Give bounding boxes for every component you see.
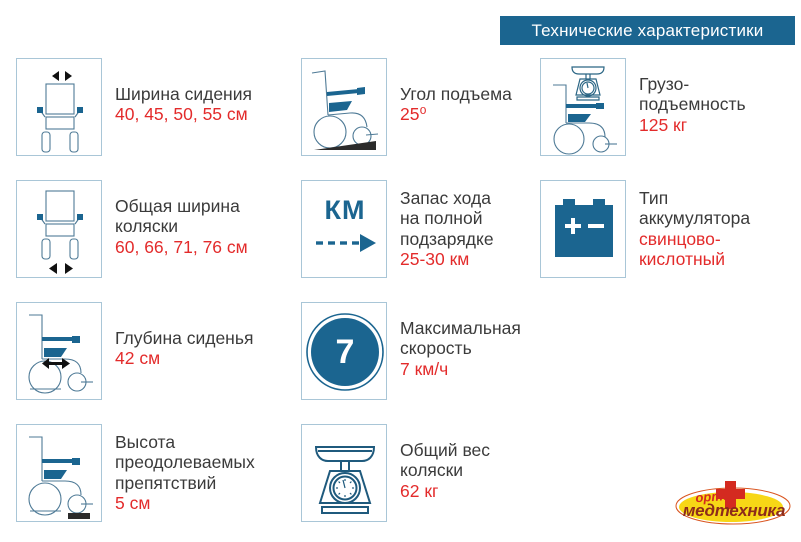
spec-item-range: КМ Запас хода на полной подзарядке 25-30… <box>301 180 494 278</box>
km-arrow-icon: КМ <box>301 180 387 278</box>
spec-value: 60, 66, 71, 76 см <box>115 236 248 257</box>
km-icon-label: КМ <box>324 195 366 225</box>
spec-item-overall-width: Общая ширина коляски 60, 66, 71, 76 см <box>16 180 248 278</box>
spec-label: Общая ширина коляски <box>115 196 240 237</box>
spec-label: Высота преодолеваемых препятствий <box>115 432 255 493</box>
wheelchair-with-scale-icon <box>540 58 626 156</box>
spec-item-battery-type: Тип аккумулятора свинцово- кислотный <box>540 180 750 278</box>
spec-text-seat-depth: Глубина сиденья 42 см <box>115 302 253 369</box>
company-logo[interactable]: орто медтехника <box>672 476 794 530</box>
spec-item-seat-width: Ширина сидения 40, 45, 50, 55 см <box>16 58 252 156</box>
spec-value: свинцово- кислотный <box>639 228 725 270</box>
spec-item-total-weight: Общий вес коляски 62 кг <box>301 424 490 522</box>
kitchen-scale-icon <box>301 424 387 522</box>
wheelchair-front-seat-width-icon <box>16 58 102 156</box>
spec-value: 7 км/ч <box>400 358 449 379</box>
spec-label: Общий вес коляски <box>400 440 491 481</box>
spec-label: Ширина сидения <box>115 84 252 104</box>
logo-text-medtehnika: медтехника <box>682 501 786 520</box>
spec-value: 25⁰ <box>400 104 427 125</box>
battery-icon <box>540 180 626 278</box>
spec-value: 25-30 км <box>400 249 470 270</box>
spec-text-overall-width: Общая ширина коляски 60, 66, 71, 76 см <box>115 180 248 257</box>
spec-item-seat-depth: Глубина сиденья 42 см <box>16 302 253 400</box>
spec-text-obstacle-height: Высота преодолеваемых препятствий 5 см <box>115 424 255 514</box>
spec-text-load-capacity: Грузо- подъемность 125 кг <box>639 58 746 135</box>
spec-label: Максимальная скорость <box>400 318 521 359</box>
spec-value: 42 см <box>115 348 161 369</box>
spec-value: 40, 45, 50, 55 см <box>115 104 248 125</box>
spec-item-obstacle-height: Высота преодолеваемых препятствий 5 см <box>16 424 255 522</box>
spec-item-max-speed: 7 Максимальная скорость 7 км/ч <box>301 302 521 400</box>
page-title: Технические характеристики <box>531 20 764 40</box>
wheelchair-obstacle-icon <box>16 424 102 522</box>
wheelchair-side-seat-depth-icon <box>16 302 102 400</box>
spec-text-seat-width: Ширина сидения 40, 45, 50, 55 см <box>115 58 252 125</box>
spec-text-climb-angle: Угол подъема 25⁰ <box>400 58 512 125</box>
spec-label: Запас хода на полной подзарядке <box>400 188 494 249</box>
speed-icon-number: 7 <box>335 332 355 371</box>
spec-label: Грузо- подъемность <box>639 74 746 115</box>
spec-item-load-capacity: Грузо- подъемность 125 кг <box>540 58 746 156</box>
spec-label: Тип аккумулятора <box>639 188 751 229</box>
wheelchair-ramp-icon <box>301 58 387 156</box>
spec-label: Глубина сиденья <box>115 328 254 348</box>
spec-text-range: Запас хода на полной подзарядке 25-30 км <box>400 180 494 270</box>
spec-label: Угол подъема <box>400 84 512 104</box>
wheelchair-front-overall-width-icon <box>16 180 102 278</box>
spec-item-climb-angle: Угол подъема 25⁰ <box>301 58 512 156</box>
speed-circle-icon: 7 <box>301 302 387 400</box>
page-title-bar: Технические характеристики <box>500 16 795 45</box>
spec-text-max-speed: Максимальная скорость 7 км/ч <box>400 302 521 379</box>
spec-text-battery-type: Тип аккумулятора свинцово- кислотный <box>639 180 750 270</box>
spec-value: 5 см <box>115 493 151 514</box>
spec-value: 125 кг <box>639 114 688 135</box>
spec-value: 62 кг <box>400 480 439 501</box>
spec-text-total-weight: Общий вес коляски 62 кг <box>400 424 490 501</box>
